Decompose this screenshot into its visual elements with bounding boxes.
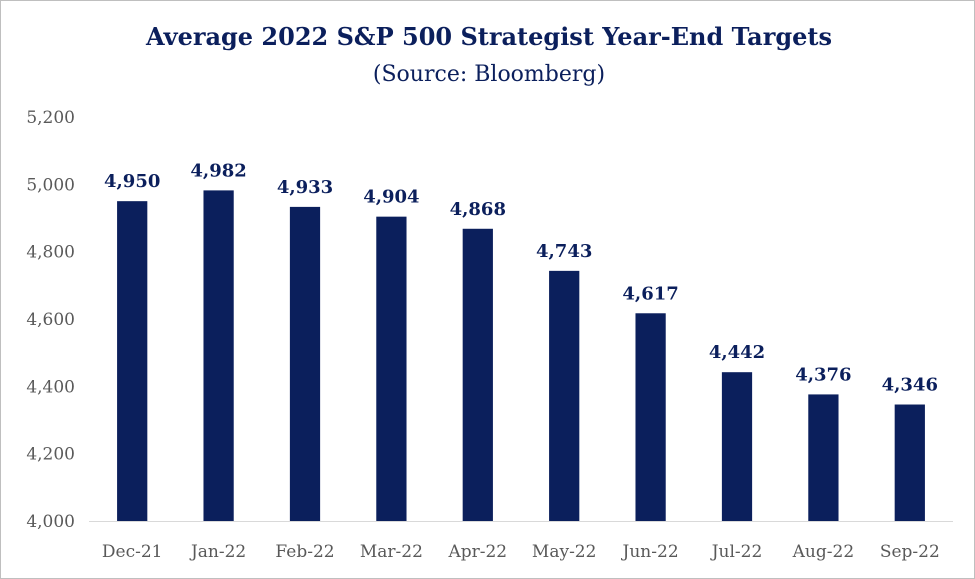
data-label: 4,376 xyxy=(795,364,851,385)
bar-may-22 xyxy=(549,270,580,521)
data-label: 4,617 xyxy=(622,283,678,304)
y-tick-label: 4,000 xyxy=(26,512,75,532)
bar-dec-21 xyxy=(117,201,148,521)
bar-jun-22 xyxy=(635,313,666,521)
x-tick-label: Jun-22 xyxy=(621,542,679,562)
bar-jul-22 xyxy=(721,372,753,521)
y-tick-label: 4,400 xyxy=(26,377,75,397)
y-tick-label: 4,600 xyxy=(26,310,75,330)
bars xyxy=(117,190,925,522)
data-label: 4,868 xyxy=(450,199,506,220)
data-labels: 4,950 4,982 4,933 4,904 4,868 4,743 4,617 4,442… xyxy=(104,160,938,395)
bar-apr-22 xyxy=(462,228,493,522)
x-tick-label: Jul-22 xyxy=(710,542,763,562)
chart-subtitle: (Source: Bloomberg) xyxy=(373,62,605,87)
x-tick-label: Jan-22 xyxy=(189,542,246,562)
bar-aug-22 xyxy=(808,394,839,521)
x-tick-label: Mar-22 xyxy=(360,542,423,562)
y-tick-label: 4,200 xyxy=(26,445,75,465)
y-tick-label: 5,200 xyxy=(26,108,75,128)
data-label: 4,982 xyxy=(190,160,246,181)
x-tick-label: Dec-21 xyxy=(102,542,163,562)
data-label: 4,346 xyxy=(882,375,938,396)
chart-title: Average 2022 S&P 500 Strategist Year-End… xyxy=(145,22,832,51)
bar-sep-22 xyxy=(894,404,925,521)
data-label: 4,950 xyxy=(104,171,160,192)
data-label: 4,904 xyxy=(363,187,419,208)
y-tick-label: 4,800 xyxy=(26,243,75,263)
x-tick-label: Apr-22 xyxy=(447,542,507,562)
y-axis: 4,000 4,200 4,400 4,600 4,800 5,000 5,200 xyxy=(26,108,75,532)
x-tick-label: Feb-22 xyxy=(275,542,334,562)
y-tick-label: 5,000 xyxy=(26,175,75,195)
data-label: 4,442 xyxy=(709,342,765,363)
data-label: 4,933 xyxy=(277,177,333,198)
x-tick-label: Aug-22 xyxy=(792,542,854,562)
bar-mar-22 xyxy=(376,216,407,522)
data-label: 4,743 xyxy=(536,241,592,262)
bar-jan-22 xyxy=(203,190,234,522)
x-tick-label: Sep-22 xyxy=(880,542,940,562)
bar-feb-22 xyxy=(289,206,321,521)
x-tick-label: May-22 xyxy=(532,542,597,562)
x-axis: Dec-21 Jan-22 Feb-22 Mar-22 Apr-22 May-22 Jun-… xyxy=(89,521,953,562)
